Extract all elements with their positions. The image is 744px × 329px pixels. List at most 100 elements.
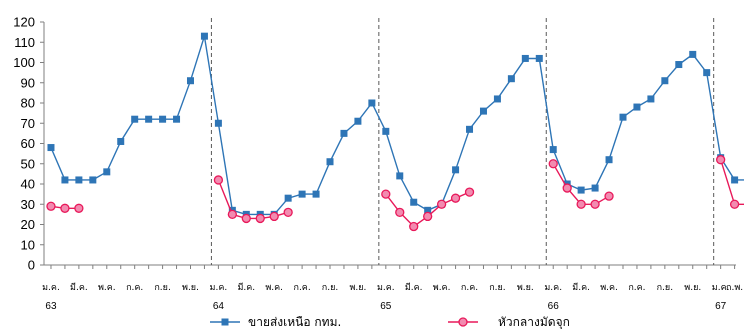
data-point bbox=[213, 175, 224, 185]
data-point bbox=[716, 155, 726, 165]
data-point bbox=[173, 115, 181, 123]
series-layer bbox=[46, 32, 744, 232]
y-tick-label: 80 bbox=[21, 96, 35, 111]
data-point bbox=[535, 54, 543, 62]
data-point bbox=[381, 189, 391, 199]
x-tick-label: พ.ค. bbox=[98, 283, 116, 293]
data-point bbox=[647, 95, 655, 103]
year-label: 66 bbox=[548, 301, 560, 312]
x-tick-label: ก.ย. bbox=[657, 283, 673, 293]
data-point bbox=[368, 99, 376, 107]
x-tick-label: ม.ค. bbox=[712, 283, 730, 293]
year-label: 67 bbox=[715, 301, 727, 312]
data-point bbox=[577, 186, 585, 194]
data-point bbox=[562, 183, 572, 193]
x-tick-label: พ.ย. bbox=[684, 283, 701, 293]
data-point bbox=[507, 75, 515, 83]
x-tick-label: ก.ค. bbox=[294, 283, 311, 293]
x-tick-label: พ.ย. bbox=[349, 283, 366, 293]
data-point bbox=[604, 191, 614, 201]
y-tick-label: 20 bbox=[21, 217, 35, 232]
data-point bbox=[396, 172, 404, 180]
y-tick-label: 90 bbox=[21, 75, 35, 90]
y-tick-label: 100 bbox=[13, 55, 35, 70]
x-tick-label: ก.ค. bbox=[126, 283, 143, 293]
data-point bbox=[410, 198, 418, 206]
data-point bbox=[633, 103, 641, 111]
data-point bbox=[479, 107, 487, 115]
y-tick-label: 110 bbox=[14, 35, 35, 50]
data-point bbox=[549, 146, 557, 154]
data-point bbox=[340, 129, 348, 137]
legend: ขายส่งเหนือ กทม. หัวกลางมัดจุก bbox=[210, 315, 570, 329]
data-point bbox=[436, 199, 447, 209]
x-tick-label: พ.ค. bbox=[433, 283, 451, 293]
data-point bbox=[675, 61, 683, 69]
data-point bbox=[103, 168, 111, 176]
data-point bbox=[395, 207, 405, 218]
data-point bbox=[493, 95, 501, 103]
legend-label: ขายส่งเหนือ กทม. bbox=[248, 315, 341, 329]
data-point bbox=[576, 199, 586, 209]
legend-item: ขายส่งเหนือ กทม. bbox=[210, 315, 341, 329]
legend-marker bbox=[221, 318, 229, 326]
x-tick-label: ก.ค. bbox=[628, 283, 645, 293]
legend-marker bbox=[458, 317, 468, 327]
data-point bbox=[131, 115, 139, 123]
y-tick-label: 10 bbox=[21, 237, 35, 252]
x-tick-label: ก.ย. bbox=[322, 283, 338, 293]
y-axis: 0 10 20 30 40 50 60 70 80 90 100 110 120 bbox=[13, 15, 45, 273]
x-tick-label: ม.ค. bbox=[544, 283, 562, 293]
data-point bbox=[521, 54, 529, 62]
data-point bbox=[159, 115, 167, 123]
x-axis: ม.ค. มี.ค. พ.ค. ก.ค. ก.ย. พ.ย. ม.ค. มี.ค. พ.ค. ก.… bbox=[42, 264, 743, 312]
data-point bbox=[423, 211, 433, 222]
x-tick-label: มี.ค. bbox=[572, 282, 590, 293]
year-label: 63 bbox=[45, 301, 57, 312]
x-tick-label: ก.พ. bbox=[726, 283, 743, 293]
x-tick-label: มี.ค. bbox=[70, 282, 88, 293]
data-point bbox=[269, 211, 279, 222]
x-tick-label: ม.ค. bbox=[210, 283, 228, 293]
data-point bbox=[75, 176, 83, 184]
y-tick-label: 40 bbox=[21, 177, 35, 192]
x-tick-label: ม.ค. bbox=[42, 283, 60, 293]
x-tick-label: ม.ค. bbox=[377, 283, 395, 293]
data-point bbox=[312, 190, 320, 198]
data-point bbox=[729, 199, 740, 209]
data-point bbox=[145, 115, 153, 123]
data-point bbox=[117, 137, 125, 145]
data-point bbox=[605, 156, 613, 164]
data-point bbox=[661, 77, 669, 85]
data-point bbox=[464, 187, 475, 197]
data-point bbox=[466, 125, 474, 133]
data-point bbox=[200, 32, 208, 40]
data-point bbox=[255, 213, 265, 224]
x-tick-label: พ.ย. bbox=[517, 283, 534, 293]
x-tick-label: พ.ค. bbox=[265, 283, 283, 293]
data-point bbox=[548, 159, 558, 169]
x-tick-label: พ.ย. bbox=[182, 283, 199, 293]
data-point bbox=[74, 203, 84, 213]
data-point bbox=[283, 207, 293, 218]
data-point bbox=[214, 119, 222, 127]
data-point bbox=[689, 50, 697, 58]
x-tick-label: ก.ค. bbox=[461, 283, 478, 293]
data-point bbox=[241, 213, 251, 224]
year-label: 65 bbox=[380, 301, 392, 312]
data-point bbox=[60, 203, 70, 213]
y-tick-label: 30 bbox=[21, 197, 35, 212]
data-point bbox=[452, 166, 460, 174]
data-point bbox=[47, 144, 55, 152]
series-2 bbox=[46, 155, 744, 232]
data-point bbox=[354, 117, 362, 125]
y-tick-label: 0 bbox=[28, 258, 35, 273]
data-point bbox=[298, 190, 306, 198]
series-line bbox=[50, 35, 744, 216]
y-tick-label: 60 bbox=[21, 136, 35, 151]
y-tick-label: 70 bbox=[21, 116, 35, 131]
x-tick-label: พ.ค. bbox=[600, 283, 618, 293]
series-1 bbox=[47, 32, 744, 218]
legend-item: หัวกลางมัดจุก bbox=[448, 315, 570, 329]
data-point bbox=[61, 176, 69, 184]
